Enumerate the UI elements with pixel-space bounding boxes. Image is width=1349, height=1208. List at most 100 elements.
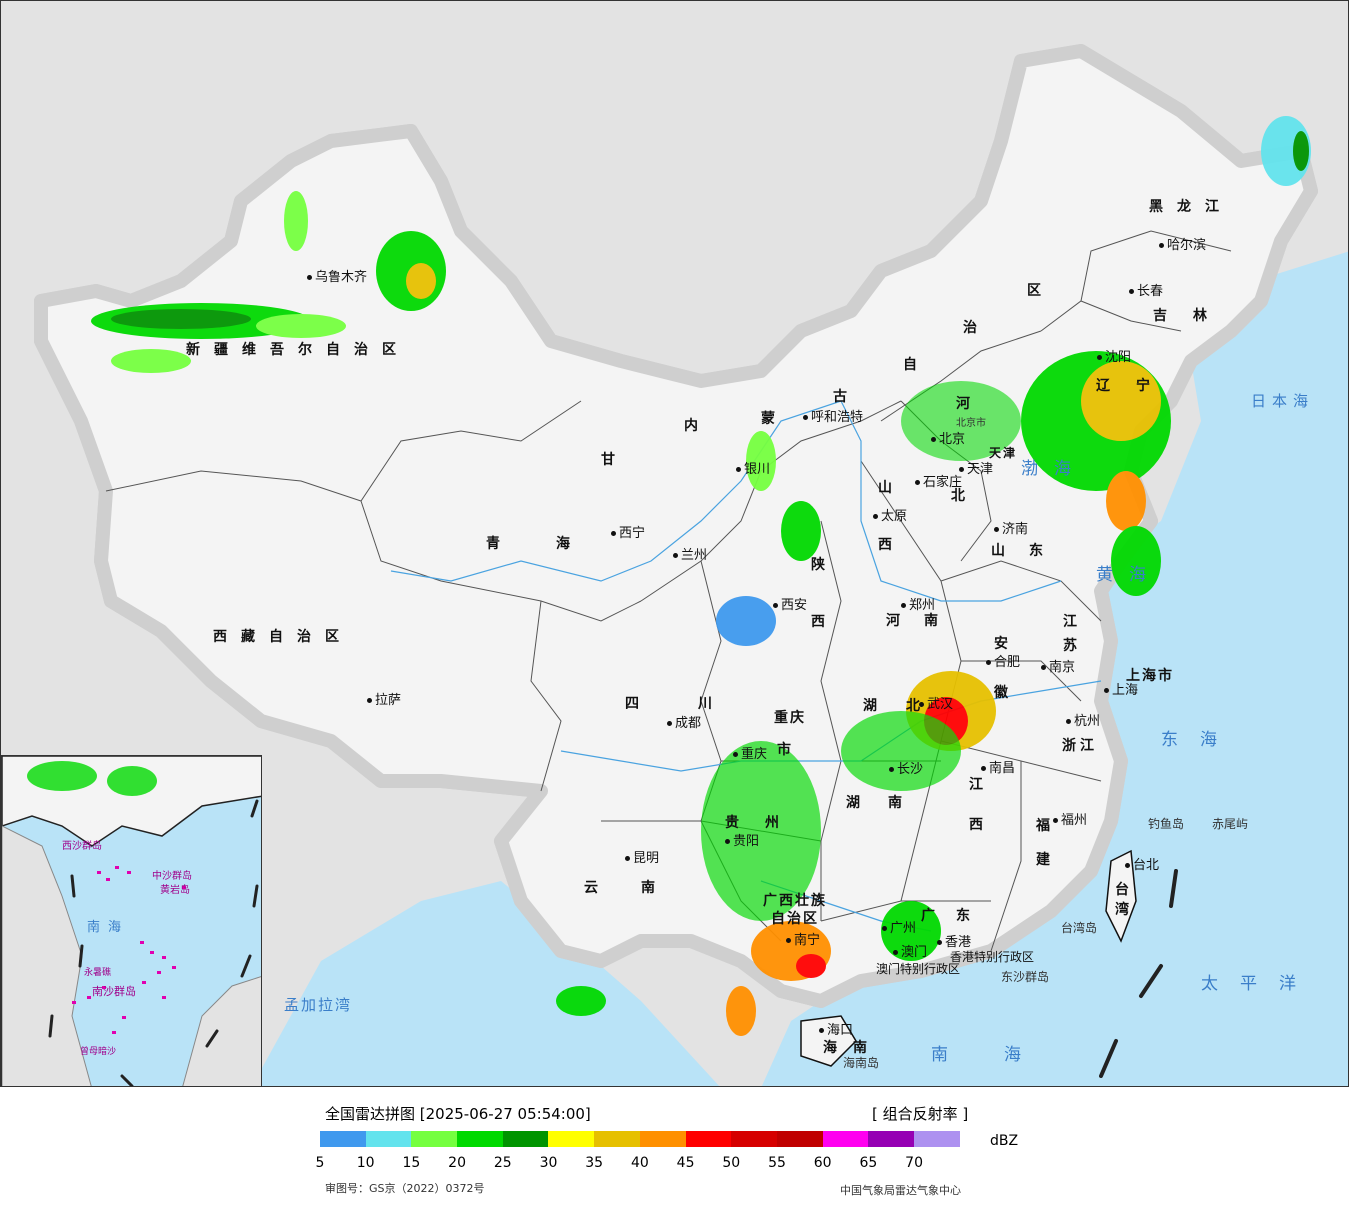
inset-sea-label: 南海 [87, 920, 130, 935]
color-scale-tick-label: 35 [585, 1155, 604, 1171]
province-label-chongqing-2: 市 [777, 742, 805, 758]
city-yinchuan: 银川 [736, 463, 770, 476]
color-swatch [822, 1131, 869, 1147]
province-label-guizhou-1: 贵 [725, 815, 753, 831]
province-label-jiangsu-2: 苏 [1063, 638, 1091, 654]
city-beijing: 北京 [931, 433, 965, 446]
city-taipei: 台北 [1125, 859, 1159, 872]
region-label-macau: 澳门特别行政区 [876, 962, 961, 976]
inset-label-zengmu: 曾母暗沙 [80, 1047, 117, 1057]
province-label-neimeng-3: 古 [833, 389, 861, 405]
province-label-yunnan-1: 云 [584, 880, 612, 896]
province-label-jilin: 吉林 [1153, 308, 1233, 324]
province-label-heilongjiang: 黑龙江 [1149, 199, 1233, 215]
color-swatch [548, 1131, 595, 1147]
city-taiyuan: 太原 [873, 510, 907, 523]
province-label-anhui-2: 徽 [994, 685, 1022, 701]
province-label-neimeng-4: 自 [903, 357, 931, 373]
province-label-sichuan-1: 四 [625, 696, 653, 712]
island-label-chiwei: 赤尾屿 [1212, 817, 1249, 831]
island-label-taiwan: 台湾岛 [1061, 921, 1098, 935]
color-scale-tick-label: 60 [813, 1155, 832, 1171]
color-swatch [457, 1131, 503, 1147]
region-label-hk: 香港特别行政区 [950, 950, 1035, 964]
legend-panel: 全国雷达拼图 [2025-06-27 05:54:00] [ 组合反射率 ] d… [0, 1087, 1349, 1208]
color-scale-tick-label: 30 [539, 1155, 558, 1171]
sea-label-donghai: 东海 [1161, 730, 1239, 750]
inset-label-nansha: 南沙群岛 [92, 985, 136, 998]
province-label-fujian-2: 建 [1036, 852, 1064, 868]
island-label-hainan: 海南岛 [843, 1056, 880, 1070]
sea-label-bohai: 渤海 [1021, 459, 1087, 479]
color-swatch [868, 1131, 914, 1147]
color-scale-tick-label: 25 [493, 1155, 512, 1171]
color-scale-tick-label: 65 [859, 1155, 878, 1171]
color-scale-tick-label: 15 [402, 1155, 421, 1171]
color-swatch [594, 1131, 640, 1147]
city-chengdu: 成都 [667, 717, 701, 730]
province-label-hainan-1: 海 [823, 1040, 851, 1056]
city-haikou: 海口 [819, 1024, 853, 1037]
province-label-hubei-2: 北 [906, 698, 934, 714]
radar-map[interactable]: 新疆维吾尔自治区 西藏自治区 青海 甘 内 蒙 古 自 治 区 黑龙江 吉林 辽… [0, 0, 1349, 1087]
province-label-hunan-2: 南 [888, 795, 916, 811]
city-shenyang: 沈阳 [1097, 351, 1131, 364]
province-label-tianjin: 天津 [989, 446, 1018, 460]
province-label-xizang: 西藏自治区 [213, 629, 353, 645]
province-label-jiangsu-1: 江 [1063, 614, 1091, 630]
province-label-gansu: 甘 [601, 452, 629, 468]
province-label-jiangxi-2: 西 [969, 817, 997, 833]
city-guangzhou: 广州 [882, 922, 916, 935]
legend-unit: dBZ [990, 1133, 1019, 1149]
province-label-jiangxi-1: 江 [969, 777, 997, 793]
color-swatch [685, 1131, 732, 1147]
sea-label-japan: 日本海 [1251, 392, 1315, 410]
color-swatch [411, 1131, 458, 1147]
city-changchun: 长春 [1129, 285, 1163, 298]
province-label-shaanxi-2: 西 [811, 614, 839, 630]
city-nanning: 南宁 [786, 934, 820, 947]
province-label-shandong: 山东 [991, 543, 1067, 559]
color-scale-tick-label: 70 [905, 1155, 924, 1171]
color-scale-tick-label: 40 [630, 1155, 649, 1171]
city-urumqi: 乌鲁木齐 [307, 271, 367, 284]
province-label-shaanxi-1: 陕 [811, 557, 839, 573]
province-label-anhui-1: 安 [994, 636, 1022, 652]
island-label-dongsha: 东沙群岛 [1001, 970, 1050, 984]
color-scale-tick-label: 50 [722, 1155, 741, 1171]
province-label-guizhou-2: 州 [765, 815, 793, 831]
city-jinan: 济南 [994, 523, 1028, 536]
color-scale-tick-label: 5 [315, 1155, 325, 1171]
province-label-shanxi-1: 山 [878, 480, 906, 496]
province-label-guangdong-1: 广 [921, 908, 949, 924]
province-label-liaoning: 辽宁 [1096, 378, 1176, 394]
province-label-shanxi-2: 西 [878, 537, 906, 553]
city-kunming: 昆明 [625, 852, 659, 865]
color-scale-bar [320, 1131, 960, 1147]
sea-label-pacific: 太平洋 [1201, 974, 1318, 994]
south-china-sea-inset: 南海 西沙群岛 中沙群岛 黄岩岛 南沙群岛 永暑礁 曾母暗沙 [1, 755, 262, 1086]
province-label-xinjiang: 新疆维吾尔自治区 [186, 342, 410, 358]
legend-title: 全国雷达拼图 [2025-06-27 05:54:00] [325, 1105, 591, 1123]
province-label-guangxi-2: 自治区 [771, 911, 819, 927]
city-xian: 西安 [773, 599, 807, 612]
city-changsha: 长沙 [889, 763, 923, 776]
city-fuzhou: 福州 [1053, 814, 1087, 827]
data-credit: 中国气象局雷达气象中心 [840, 1184, 961, 1197]
province-label-yunnan-2: 南 [641, 880, 669, 896]
sea-label-south-china-sea: 南海 [931, 1045, 1077, 1065]
province-label-neimeng-2: 蒙 [761, 411, 789, 427]
province-label-hunan-1: 湖 [846, 795, 874, 811]
province-label-hainan-2: 南 [853, 1040, 881, 1056]
province-label-hebei-2: 北 [951, 488, 979, 504]
province-label-hubei-1: 湖 [863, 698, 891, 714]
city-shanghai: 上海 [1104, 684, 1138, 697]
color-scale-tick-label: 10 [356, 1155, 375, 1171]
province-label-taiwan-2: 湾 [1115, 902, 1143, 918]
province-label-beijing: 北京市 [956, 418, 986, 429]
color-swatch [365, 1131, 412, 1147]
city-hangzhou: 杭州 [1066, 715, 1100, 728]
color-swatch [776, 1131, 823, 1147]
province-label-neimeng-5: 治 [963, 320, 991, 336]
color-scale-tick-label: 55 [768, 1155, 786, 1171]
